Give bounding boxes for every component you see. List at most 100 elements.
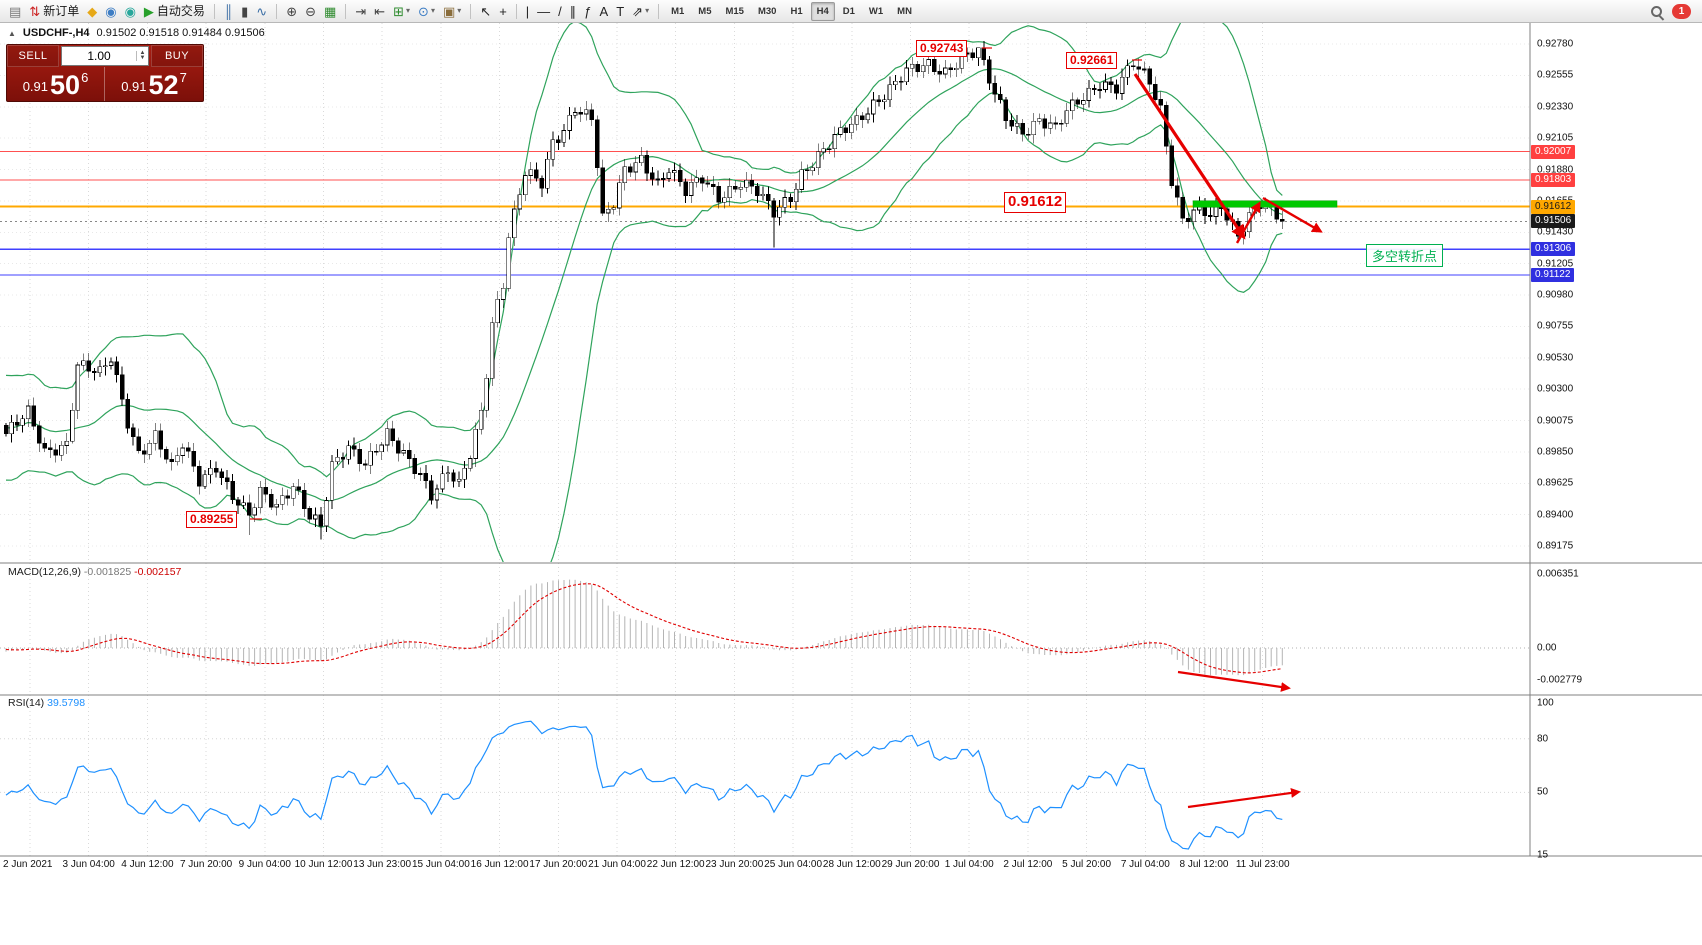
timeframe-M30[interactable]: M30 bbox=[757, 5, 777, 17]
periods-icon[interactable]: ⊙ ▾ bbox=[415, 1, 438, 21]
x-axis-label: 5 Jul 20:00 bbox=[1062, 859, 1112, 870]
volume-field[interactable]: 1.00 ▲ ▼ bbox=[61, 46, 149, 66]
tile-windows-icon: ▦ bbox=[324, 3, 337, 19]
timeframe-D1[interactable]: D1 bbox=[842, 5, 855, 17]
autotrading-button-label: 自动交易 bbox=[156, 4, 205, 18]
x-axis-label: 8 Jul 12:00 bbox=[1179, 859, 1229, 870]
indicators-list-icon[interactable]: ⊞ ▾ bbox=[390, 1, 413, 21]
horizontal-line-icon[interactable]: — bbox=[534, 1, 553, 21]
channel-icon[interactable]: ∥ bbox=[567, 1, 580, 21]
macd-value-signal: -0.002157 bbox=[134, 566, 182, 578]
timeframe-M1[interactable]: M1 bbox=[671, 5, 685, 17]
templates-icon: ▣ bbox=[442, 3, 456, 19]
cursor-icon[interactable]: ↖ bbox=[477, 1, 494, 21]
candlestick-chart-icon[interactable]: ▮ bbox=[238, 1, 251, 21]
y-axis-label: 0.92330 bbox=[1537, 101, 1574, 113]
current-price-badge: 0.91506 bbox=[1531, 214, 1576, 229]
chart-shift-icon: ⇤ bbox=[374, 3, 386, 19]
x-axis-label: 29 Jun 20:00 bbox=[881, 859, 940, 870]
volume-value[interactable]: 1.00 bbox=[87, 49, 111, 63]
line-chart-icon[interactable]: ∿ bbox=[253, 1, 270, 21]
price-badge: 0.91612 bbox=[1531, 199, 1576, 214]
chart-symbol-icon: ▲ bbox=[8, 28, 16, 38]
label-icon[interactable]: T bbox=[613, 1, 627, 21]
macd-axis-label: 0.006351 bbox=[1537, 568, 1579, 580]
toolbar-separator bbox=[470, 3, 472, 19]
x-axis-label: 28 Jun 12:00 bbox=[822, 859, 881, 870]
indicators-list-icon: ⊞ bbox=[393, 3, 405, 19]
panel-separators bbox=[0, 23, 1702, 857]
sell-button[interactable]: SELL bbox=[7, 45, 59, 67]
y-axis-label: 0.89175 bbox=[1537, 540, 1574, 552]
toolbar-separator bbox=[345, 3, 347, 19]
bar-chart-icon[interactable]: ║ bbox=[221, 1, 236, 21]
timeframe-W1[interactable]: W1 bbox=[868, 5, 884, 17]
timeframe-M15[interactable]: M15 bbox=[725, 5, 744, 17]
price-level-lines bbox=[0, 151, 1530, 276]
notification-badge[interactable]: 1 bbox=[1672, 3, 1691, 19]
arrows-icon[interactable]: ⇗ ▾ bbox=[629, 1, 652, 21]
community-icon: ◉ bbox=[105, 3, 117, 19]
dropdown-caret-icon: ▾ bbox=[406, 6, 411, 15]
x-axis-label: 10 Jun 12:00 bbox=[294, 859, 353, 870]
timeframe-H4[interactable]: H4 bbox=[810, 1, 835, 21]
main-toolbar: ▤ ⇅ 新订单 ◆ ◉ ◉ ▶ 自动交易 ║ ▮ ∿ ⊕ ⊖ ▦ ⇥ ⇤ ⊞ ▾ ⊙ ▾ ▣ ▾ ↖ + | — / ∥ ƒ A T ⇗ ▾ M1… bbox=[0, 0, 1702, 23]
trendline-icon[interactable]: / bbox=[555, 1, 565, 21]
metaquotes-icon[interactable]: ◆ bbox=[84, 1, 100, 21]
x-axis-label: 16 Jun 12:00 bbox=[470, 859, 529, 870]
crosshair-icon[interactable]: + bbox=[496, 1, 510, 21]
channel-icon: ∥ bbox=[569, 3, 577, 19]
zoom-out-icon[interactable]: ⊖ bbox=[302, 1, 319, 21]
spinner-up-icon[interactable]: ▲ bbox=[139, 50, 146, 56]
vertical-line-icon[interactable]: | bbox=[523, 1, 532, 21]
chart-window-icon[interactable]: ▤ bbox=[6, 1, 24, 21]
macd-label: MACD(12,26,9) -0.001825 -0.002157 bbox=[8, 566, 181, 578]
x-axis-label: 2 Jun 2021 bbox=[3, 859, 53, 870]
autotrading-button[interactable]: ▶ 自动交易 bbox=[141, 1, 208, 21]
timeframe-MN[interactable]: MN bbox=[897, 5, 912, 17]
buy-price-big: 52 bbox=[148, 70, 179, 101]
buy-price[interactable]: 0.91 52 7 bbox=[105, 67, 203, 101]
zoom-out-icon: ⊖ bbox=[305, 3, 317, 19]
spinner-down-icon[interactable]: ▼ bbox=[139, 55, 146, 61]
macd-signal-line bbox=[5, 583, 1283, 674]
zoom-in-icon[interactable]: ⊕ bbox=[283, 1, 300, 21]
y-axis-label: 0.89850 bbox=[1537, 446, 1574, 458]
chart-title: ▲ USDCHF-,H4 0.91502 0.91518 0.91484 0.9… bbox=[8, 27, 265, 39]
trend-arrow bbox=[1133, 73, 1246, 240]
new-order-button[interactable]: ⇅ 新订单 bbox=[26, 1, 82, 21]
community-icon[interactable]: ◉ bbox=[102, 1, 119, 21]
turning-point-label[interactable]: 多空转折点 bbox=[1366, 244, 1444, 267]
level-label[interactable]: 0.91612 bbox=[1004, 192, 1067, 213]
low-label[interactable]: 0.89255 bbox=[186, 511, 238, 528]
timeframe-H1[interactable]: H1 bbox=[790, 5, 803, 17]
text-icon[interactable]: A bbox=[597, 1, 612, 21]
cursor-icon: ↖ bbox=[480, 3, 492, 19]
sell-price-big: 50 bbox=[50, 70, 81, 101]
line-chart-icon: ∿ bbox=[256, 3, 268, 19]
candles bbox=[3, 40, 1285, 540]
high-label-1[interactable]: 0.92743 bbox=[916, 40, 968, 57]
fibonacci-icon[interactable]: ƒ bbox=[581, 1, 594, 21]
volume-spinner[interactable]: ▲ ▼ bbox=[136, 50, 148, 61]
symbol-name: USDCHF-,H4 bbox=[22, 27, 90, 39]
buy-button[interactable]: BUY bbox=[151, 45, 203, 67]
ohlc-values: 0.91502 0.91518 0.91484 0.91506 bbox=[96, 27, 265, 39]
timeframe-M5[interactable]: M5 bbox=[698, 5, 712, 17]
tile-windows-icon[interactable]: ▦ bbox=[321, 1, 339, 21]
chart-shift-icon[interactable]: ⇤ bbox=[371, 1, 388, 21]
auto-scroll-icon[interactable]: ⇥ bbox=[352, 1, 369, 21]
text-icon: A bbox=[599, 3, 609, 19]
templates-icon[interactable]: ▣ ▾ bbox=[440, 1, 464, 21]
mql5-icon[interactable]: ◉ bbox=[122, 1, 139, 21]
dropdown-caret-icon: ▾ bbox=[430, 6, 435, 15]
crosshair-icon: + bbox=[499, 3, 507, 19]
rsi-line bbox=[5, 720, 1283, 850]
search-icon[interactable] bbox=[1649, 4, 1664, 19]
x-axis-label: 3 Jun 04:00 bbox=[62, 859, 115, 870]
x-axis-label: 15 Jun 04:00 bbox=[411, 859, 470, 870]
high-label-2[interactable]: 0.92661 bbox=[1066, 52, 1118, 69]
sell-price[interactable]: 0.91 50 6 bbox=[7, 67, 105, 101]
y-axis-label: 0.90300 bbox=[1537, 383, 1574, 395]
